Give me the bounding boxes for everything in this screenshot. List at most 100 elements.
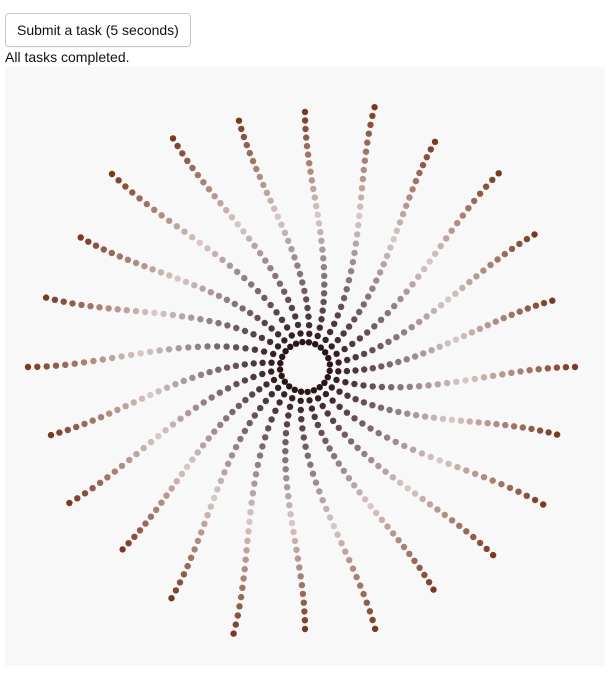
viz-dot <box>342 548 349 555</box>
viz-dot <box>441 511 448 519</box>
viz-dot <box>369 112 376 120</box>
viz-dot <box>299 338 306 346</box>
viz-dot <box>184 157 191 164</box>
viz-dot <box>540 501 547 508</box>
viz-dot <box>238 125 245 133</box>
viz-dot <box>454 463 461 471</box>
viz-dot <box>168 485 175 492</box>
dot-visualization-canvas <box>5 67 605 666</box>
viz-dot <box>179 150 186 157</box>
viz-dot <box>326 514 334 521</box>
viz-dot <box>143 200 150 208</box>
viz-dot <box>199 442 207 449</box>
viz-dot <box>251 346 259 353</box>
viz-dot <box>231 300 238 308</box>
viz-dot <box>420 350 427 357</box>
viz-dot <box>292 313 299 320</box>
viz-dot <box>306 330 313 337</box>
viz-dot <box>298 416 305 423</box>
viz-dot <box>371 104 378 111</box>
viz-dot <box>322 349 329 356</box>
viz-dot <box>377 316 385 323</box>
viz-dot <box>240 228 247 235</box>
viz-dot <box>401 442 408 450</box>
viz-dot <box>286 403 294 410</box>
viz-dot <box>495 170 502 177</box>
viz-dot <box>341 431 348 438</box>
viz-dot <box>378 516 386 523</box>
viz-dot <box>137 350 144 357</box>
viz-dot <box>406 194 413 201</box>
viz-dot <box>99 356 107 363</box>
viz-dot <box>293 546 300 553</box>
viz-dot <box>297 406 304 414</box>
viz-dot <box>249 157 257 165</box>
viz-dot <box>324 410 331 417</box>
viz-dot <box>335 424 342 432</box>
viz-dot <box>169 421 177 428</box>
viz-dot <box>215 366 222 373</box>
viz-dot <box>300 434 307 441</box>
viz-dot <box>335 460 342 467</box>
viz-dot <box>333 376 340 384</box>
viz-dot <box>308 405 316 412</box>
viz-dot <box>404 485 411 492</box>
viz-dot <box>51 296 59 303</box>
viz-dot <box>352 367 359 374</box>
viz-dot <box>415 383 423 390</box>
viz-dot <box>499 371 506 378</box>
viz-dot <box>322 336 329 344</box>
viz-dot <box>448 517 456 524</box>
viz-dot <box>508 369 515 376</box>
viz-dot <box>223 415 230 422</box>
viz-dot <box>453 378 460 385</box>
viz-dot <box>352 240 360 247</box>
viz-dot <box>274 384 282 391</box>
viz-dot <box>250 360 257 367</box>
viz-dot <box>362 148 370 155</box>
viz-dot <box>409 186 416 193</box>
viz-dot <box>340 467 347 475</box>
viz-dot <box>378 363 385 370</box>
viz-dot <box>208 394 215 401</box>
viz-dot <box>229 408 236 416</box>
viz-dot <box>226 262 234 269</box>
viz-dot <box>97 414 105 421</box>
viz-dot <box>243 547 250 554</box>
viz-dot <box>403 202 410 209</box>
viz-dot <box>197 316 204 323</box>
viz-dot <box>536 427 544 434</box>
viz-dot <box>524 305 531 312</box>
viz-dot <box>147 391 154 399</box>
viz-dot <box>267 197 274 204</box>
viz-dot <box>528 425 535 433</box>
viz-dot <box>318 316 325 323</box>
viz-dot <box>375 430 382 437</box>
viz-dot <box>377 342 384 350</box>
viz-dot <box>123 307 130 314</box>
viz-dot <box>173 478 180 485</box>
viz-dot <box>223 343 230 350</box>
viz-dot <box>294 262 301 269</box>
viz-dot <box>301 108 309 116</box>
viz-dot <box>297 397 304 404</box>
viz-dot <box>291 386 298 393</box>
viz-dot <box>189 374 196 381</box>
viz-dot <box>219 256 226 263</box>
viz-dot <box>356 308 363 316</box>
viz-dot <box>395 408 402 416</box>
viz-dot <box>241 427 249 435</box>
submit-task-button[interactable]: Submit a task (5 seconds) <box>5 13 191 47</box>
viz-dot <box>206 317 213 325</box>
viz-dot <box>100 246 108 253</box>
viz-dot <box>343 367 351 375</box>
viz-dot <box>174 275 181 282</box>
viz-dot <box>443 379 451 387</box>
viz-dot <box>267 265 274 272</box>
viz-dot <box>191 546 198 553</box>
radial-dot-visualization <box>24 104 579 637</box>
viz-dot <box>359 175 367 183</box>
viz-dot <box>553 431 561 438</box>
viz-dot <box>200 399 207 406</box>
viz-dot <box>571 363 579 371</box>
